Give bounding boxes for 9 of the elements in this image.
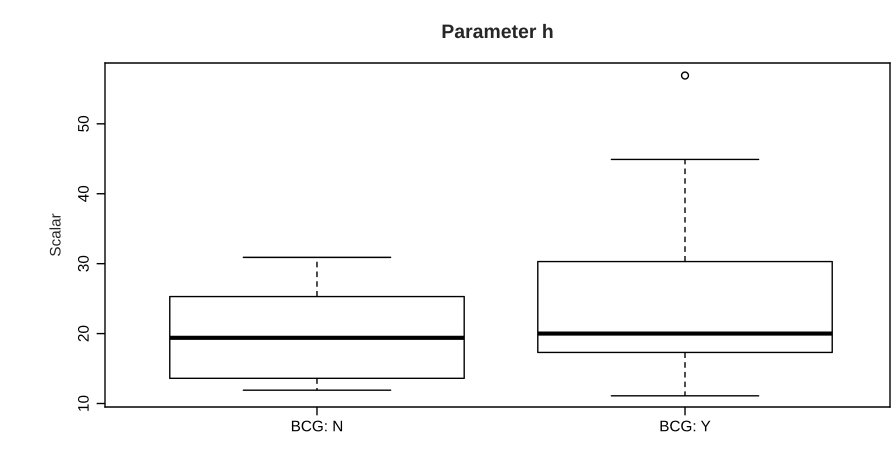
y-tick-label: 20 (78, 326, 89, 342)
y-tick-label: 40 (78, 186, 89, 202)
y-tick-label: 30 (78, 256, 89, 272)
x-tick-label: BCG: N (292, 420, 342, 432)
chart-title: Parameter h (442, 24, 552, 38)
y-tick-label: 10 (78, 396, 89, 411)
y-axis-title: Scalar (49, 214, 61, 256)
x-tick-label: BCG: Y (660, 420, 710, 432)
y-tick-label: 50 (78, 116, 89, 132)
